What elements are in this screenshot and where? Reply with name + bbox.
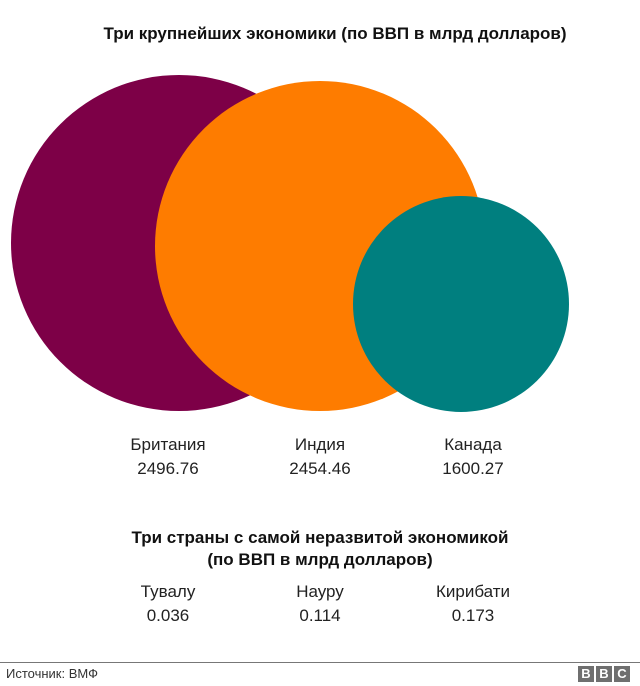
title-bottom-line1: Три страны с самой неразвитой экономикой: [131, 528, 509, 547]
bbc-logo-letter: B: [596, 666, 612, 682]
bbc-logo-letter: B: [578, 666, 594, 682]
bbc-logo-letter: C: [614, 666, 630, 682]
bubble-chart: [11, 75, 569, 412]
label-tuvalu: Тувалу 0.036: [88, 580, 248, 628]
label-britain: Британия 2496.76: [88, 433, 248, 481]
label-kiribati: Кирибати 0.173: [393, 580, 553, 628]
bubble-canada: [353, 196, 569, 412]
bbc-logo: B B C: [578, 666, 630, 682]
footer-divider: [0, 662, 640, 663]
country-name: Индия: [294, 435, 346, 454]
country-value: 0.173: [451, 606, 495, 625]
title-bottom-line2: (по ВВП в млрд долларов): [207, 550, 433, 569]
country-name: Тувалу: [140, 582, 196, 601]
country-name: Науру: [296, 582, 344, 601]
country-value: 0.036: [146, 606, 190, 625]
label-nauru: Науру 0.114: [240, 580, 400, 628]
country-value: 2496.76: [137, 459, 199, 478]
country-value: 1600.27: [442, 459, 504, 478]
country-name: Британия: [130, 435, 206, 454]
country-name: Кирибати: [435, 582, 511, 601]
country-value: 0.114: [299, 606, 341, 625]
country-value: 2454.46: [289, 459, 351, 478]
country-name: Канада: [444, 435, 502, 454]
label-canada: Канада 1600.27: [393, 433, 553, 481]
label-india: Индия 2454.46: [240, 433, 400, 481]
chart-title-bottom: Три страны с самой неразвитой экономикой…: [0, 527, 640, 571]
source-text: Источник: ВМФ: [6, 666, 98, 681]
chart-title-top: Три крупнейших экономики (по ВВП в млрд …: [103, 24, 567, 43]
